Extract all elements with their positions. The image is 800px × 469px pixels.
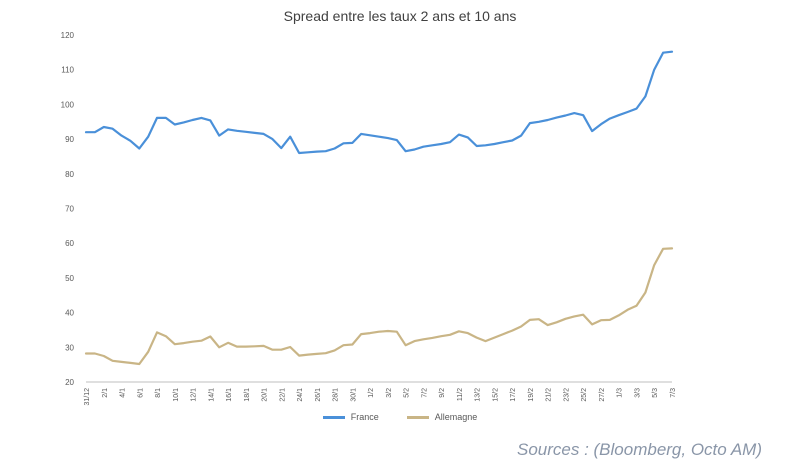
- x-tick-label: 6/1: [137, 388, 144, 398]
- source-note: Sources : (Bloomberg, Octo AM): [516, 440, 762, 459]
- x-tick-label: 28/1: [333, 388, 340, 402]
- y-tick-label: 70: [65, 205, 74, 214]
- x-tick-label: 12/1: [191, 388, 198, 402]
- x-tick-label: 7/2: [421, 388, 428, 398]
- series-lines: [84, 50, 674, 366]
- y-tick-label: 50: [65, 274, 74, 283]
- y-tick-label: 110: [61, 66, 74, 75]
- y-tick-label: 120: [61, 31, 75, 40]
- y-tick-label: 90: [65, 135, 74, 144]
- x-tick-label: 31/12: [84, 388, 91, 406]
- x-tick-label: 9/2: [439, 388, 446, 398]
- legend-label-france: France: [350, 412, 379, 422]
- x-tick-label: 13/2: [475, 388, 482, 402]
- x-tick-label: 30/1: [350, 388, 357, 402]
- y-tick-label: 40: [65, 309, 74, 318]
- x-tick-label: 16/1: [226, 388, 233, 402]
- legend-item-france: France: [322, 412, 379, 422]
- x-tick-label: 10/1: [173, 388, 180, 402]
- x-tick-label: 26/1: [315, 388, 322, 402]
- x-tick-label: 25/2: [581, 388, 588, 402]
- x-tick-label: 21/2: [546, 388, 553, 402]
- legend: France Allemagne: [0, 412, 800, 422]
- x-tick-label: 19/2: [528, 388, 535, 402]
- x-tick-label: 8/1: [155, 388, 162, 398]
- x-tick-label: 5/3: [652, 388, 659, 398]
- x-tick-label: 1/2: [368, 388, 375, 398]
- x-tick-label: 2/1: [102, 388, 109, 398]
- x-tick-label: 7/3: [670, 388, 677, 398]
- x-tick-label: 5/2: [404, 388, 411, 398]
- legend-swatch-france: [322, 415, 345, 419]
- y-tick-labels: 20 30 40 50 60 70 80 90 100 110 120: [61, 31, 75, 387]
- x-tick-label: 4/1: [120, 388, 127, 398]
- x-tick-label: 14/1: [208, 388, 215, 402]
- legend-item-allemagne: Allemagne: [406, 412, 478, 422]
- y-tick-label: 100: [61, 100, 75, 109]
- x-tick-label: 24/1: [297, 388, 304, 402]
- x-tick-labels: 31/12 2/1 4/1 6/1 8/1 10/1 12/1 14/1 16/1 18/1 20/…: [84, 388, 677, 406]
- y-tick-label: 20: [65, 378, 74, 387]
- y-tick-label: 80: [65, 170, 74, 179]
- y-tick-label: 60: [65, 239, 74, 248]
- series-line-allemagne: [84, 247, 674, 366]
- y-tick-label: 30: [65, 343, 74, 352]
- x-tick-label: 27/2: [599, 388, 606, 402]
- x-tick-label: 15/2: [492, 388, 499, 402]
- x-tick-label: 18/1: [244, 388, 251, 402]
- x-tick-label: 3/2: [386, 388, 393, 398]
- x-tick-label: 17/2: [510, 388, 517, 402]
- legend-label-allemagne: Allemagne: [434, 412, 478, 422]
- x-tick-label: 1/3: [617, 388, 624, 398]
- x-tick-label: 11/2: [457, 388, 464, 401]
- x-tick-label: 20/1: [262, 388, 269, 402]
- x-tick-label: 22/1: [279, 388, 286, 402]
- x-tick-label: 23/2: [563, 388, 570, 402]
- x-tick-label: 3/3: [634, 388, 641, 398]
- legend-swatch-allemagne: [406, 415, 429, 419]
- chart-title: Spread entre les taux 2 ans et 10 ans: [283, 8, 517, 24]
- series-line-france: [84, 50, 674, 155]
